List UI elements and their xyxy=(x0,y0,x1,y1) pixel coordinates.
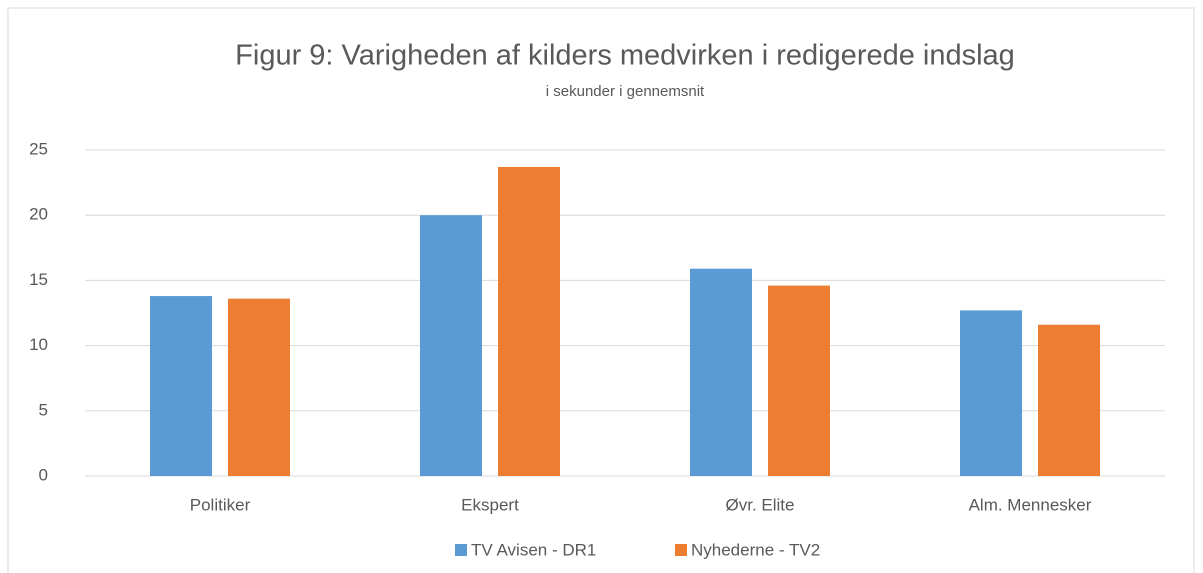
bar xyxy=(690,268,752,476)
chart-title: Figur 9: Varigheden af kilders medvirken… xyxy=(235,40,1015,72)
x-tick-label: Ekspert xyxy=(461,495,519,514)
bar xyxy=(150,296,212,476)
legend-label: Nyhederne - TV2 xyxy=(691,540,820,559)
bar xyxy=(420,215,482,476)
legend-label: TV Avisen - DR1 xyxy=(471,540,596,559)
bar xyxy=(228,298,290,476)
bar xyxy=(960,310,1022,476)
y-tick-label: 25 xyxy=(29,139,48,158)
y-tick-label: 15 xyxy=(29,270,48,289)
y-tick-label: 10 xyxy=(29,335,48,354)
legend-swatch xyxy=(675,544,687,556)
x-tick-label: Politiker xyxy=(190,495,251,514)
x-tick-label: Øvr. Elite xyxy=(726,495,795,514)
y-tick-label: 0 xyxy=(39,465,48,484)
bar xyxy=(1038,324,1100,476)
legend-swatch xyxy=(455,544,467,556)
bar xyxy=(768,285,830,476)
y-tick-label: 5 xyxy=(39,400,48,419)
chart-frame xyxy=(7,7,1195,573)
bar xyxy=(498,166,560,476)
y-tick-label: 20 xyxy=(29,205,48,224)
chart-subtitle: i sekunder i gennemsnit xyxy=(546,83,705,100)
x-tick-label: Alm. Mennesker xyxy=(969,495,1092,514)
